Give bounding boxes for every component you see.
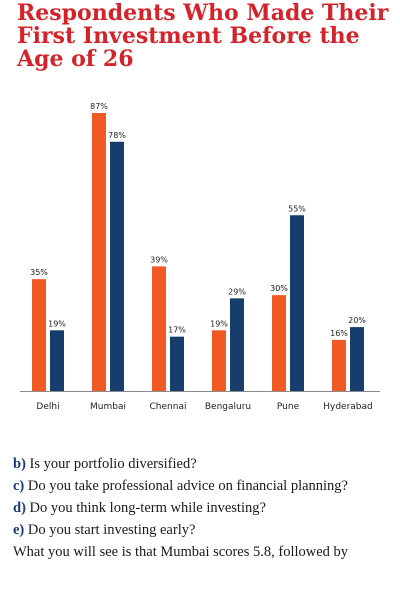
data-label-bengaluru-series-2: 29%: [228, 287, 246, 296]
bar-bengaluru-series-1: [212, 330, 226, 391]
data-label-delhi-series-1: 35%: [30, 268, 48, 277]
data-label-hyderabad-series-1: 16%: [330, 329, 348, 338]
question-c: c) Do you take professional advice on fi…: [13, 475, 390, 497]
x-tick-label-delhi: Delhi: [36, 402, 59, 412]
data-label-delhi-series-2: 19%: [48, 319, 66, 328]
question-letter: b): [13, 456, 26, 472]
bar-hyderabad-series-1: [332, 339, 346, 391]
question-letter: c): [13, 478, 25, 494]
bar-delhi-series-2: [50, 330, 64, 391]
bar-hyderabad-series-2: [350, 327, 364, 391]
x-tick-label-hyderabad: Hyderabad: [323, 402, 373, 412]
data-label-chennai-series-2: 17%: [168, 326, 186, 335]
data-label-pune-series-2: 55%: [288, 204, 306, 213]
body-text: What you will see is that Mumbai scores …: [13, 544, 349, 560]
bar-chennai-series-1: [152, 266, 166, 391]
question-letter: d): [13, 500, 26, 516]
question-text: Is your portfolio diversified?: [29, 456, 197, 472]
question-text: Do you think long-term while investing?: [29, 500, 266, 516]
x-tick-label-pune: Pune: [277, 402, 300, 412]
question-letter: e): [13, 522, 25, 538]
data-label-pune-series-1: 30%: [270, 284, 288, 293]
bar-delhi-series-1: [32, 279, 46, 391]
question-d: d) Do you think long-term while investin…: [13, 497, 390, 519]
x-tick-label-chennai: Chennai: [150, 402, 187, 412]
data-label-mumbai-series-1: 87%: [90, 102, 108, 111]
data-label-hyderabad-series-2: 20%: [348, 316, 366, 325]
x-tick-label-mumbai: Mumbai: [90, 402, 126, 412]
data-label-bengaluru-series-1: 19%: [210, 319, 228, 328]
chart-title: Respondents Who Made Their First Investm…: [17, 2, 397, 71]
bar-mumbai-series-1: [92, 113, 106, 391]
data-label-mumbai-series-2: 78%: [108, 131, 126, 140]
bar-pune-series-1: [272, 295, 286, 391]
data-label-chennai-series-1: 39%: [150, 255, 168, 264]
bar-chennai-series-2: [170, 336, 184, 391]
question-text: Do you take professional advice on finan…: [27, 478, 348, 494]
title-line-1: Respondents Who Made Their: [17, 0, 389, 26]
question-b: b) Is your portfolio diversified?: [13, 453, 390, 475]
bar-pune-series-2: [290, 215, 304, 391]
title-line-2: First Investment Before the: [17, 23, 360, 49]
bar-chart: 35% 19% Delhi 87% 78% Mumbai 39% 17% Chennai 19% 2…: [20, 102, 380, 412]
title-line-3: Age of 26: [17, 46, 134, 72]
question-list: b) Is your portfolio diversified? c) Do …: [13, 453, 390, 563]
x-tick-label-bengaluru: Bengaluru: [205, 402, 251, 412]
bar-bengaluru-series-2: [230, 298, 244, 391]
question-e: e) Do you start investing early?: [13, 519, 390, 541]
question-text: Do you start investing early?: [27, 522, 196, 538]
bar-mumbai-series-2: [110, 141, 124, 391]
